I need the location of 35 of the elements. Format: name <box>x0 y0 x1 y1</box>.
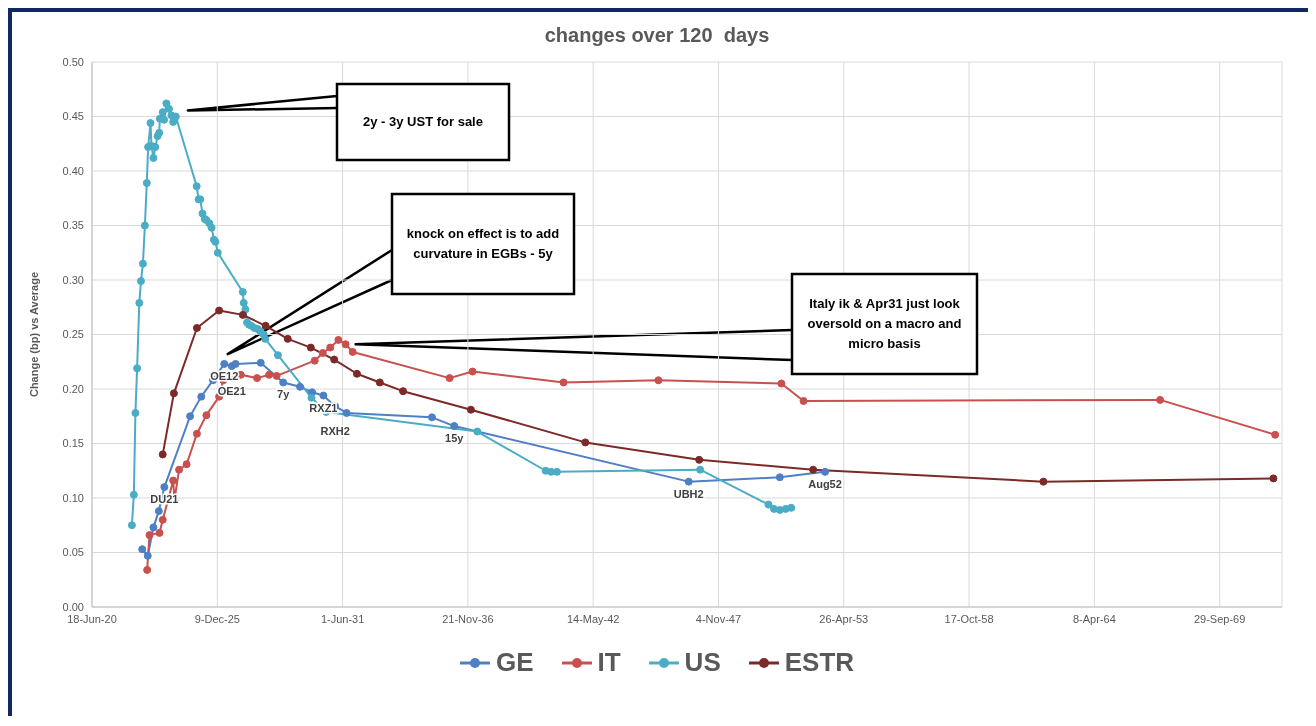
x-tick-label: 14-May-42 <box>566 612 620 625</box>
y-tick-label: 0.30 <box>62 273 84 286</box>
chart-title: changes over 120 days <box>543 24 771 47</box>
annotation: 15y <box>445 432 465 445</box>
x-tick-label: 9-Dec-25 <box>194 612 240 625</box>
y-tick-label: 0.25 <box>62 328 84 341</box>
legend-label: IT <box>597 647 621 678</box>
x-tick-label: 8-Apr-64 <box>1072 612 1116 625</box>
x-tick-label: 26-Apr-53 <box>819 612 869 625</box>
y-tick-label: 0.15 <box>62 437 84 450</box>
legend-label: GE <box>495 647 534 678</box>
annotation: Italy ik & Apr31 just look oversold on a macro and micro basis <box>806 295 963 353</box>
annotation: 2y - 3y UST for sale <box>363 113 483 131</box>
legend-label: ESTR <box>784 647 855 678</box>
annotation: 7y <box>277 388 291 401</box>
x-tick-label: 17-Oct-58 <box>944 612 994 625</box>
x-tick-label: 21-Nov-36 <box>442 612 494 625</box>
annotation: knock on effect is to add curvature in EGBs - 5y <box>405 225 561 263</box>
y-tick-label: 0.50 <box>62 55 84 68</box>
y-axis-title: Change (bp) vs Average <box>27 271 40 398</box>
annotation: RXH2 <box>320 425 350 438</box>
y-tick-label: 0.20 <box>62 382 84 395</box>
x-tick-label: 18-Jun-20 <box>67 612 117 625</box>
y-tick-label: 0.45 <box>62 110 84 123</box>
legend-label: US <box>684 647 721 678</box>
y-tick-label: 0.10 <box>62 491 84 504</box>
x-tick-label: 4-Nov-47 <box>695 612 742 625</box>
x-tick-label: 29-Sep-69 <box>1193 612 1246 625</box>
x-tick-label: 1-Jun-31 <box>320 612 365 625</box>
y-tick-label: 0.00 <box>62 600 84 613</box>
annotation: UBH2 <box>673 487 704 500</box>
annotation: Aug52 <box>808 477 842 490</box>
y-tick-label: 0.05 <box>62 546 84 559</box>
y-tick-label: 0.40 <box>62 164 84 177</box>
y-tick-label: 0.35 <box>62 219 84 232</box>
